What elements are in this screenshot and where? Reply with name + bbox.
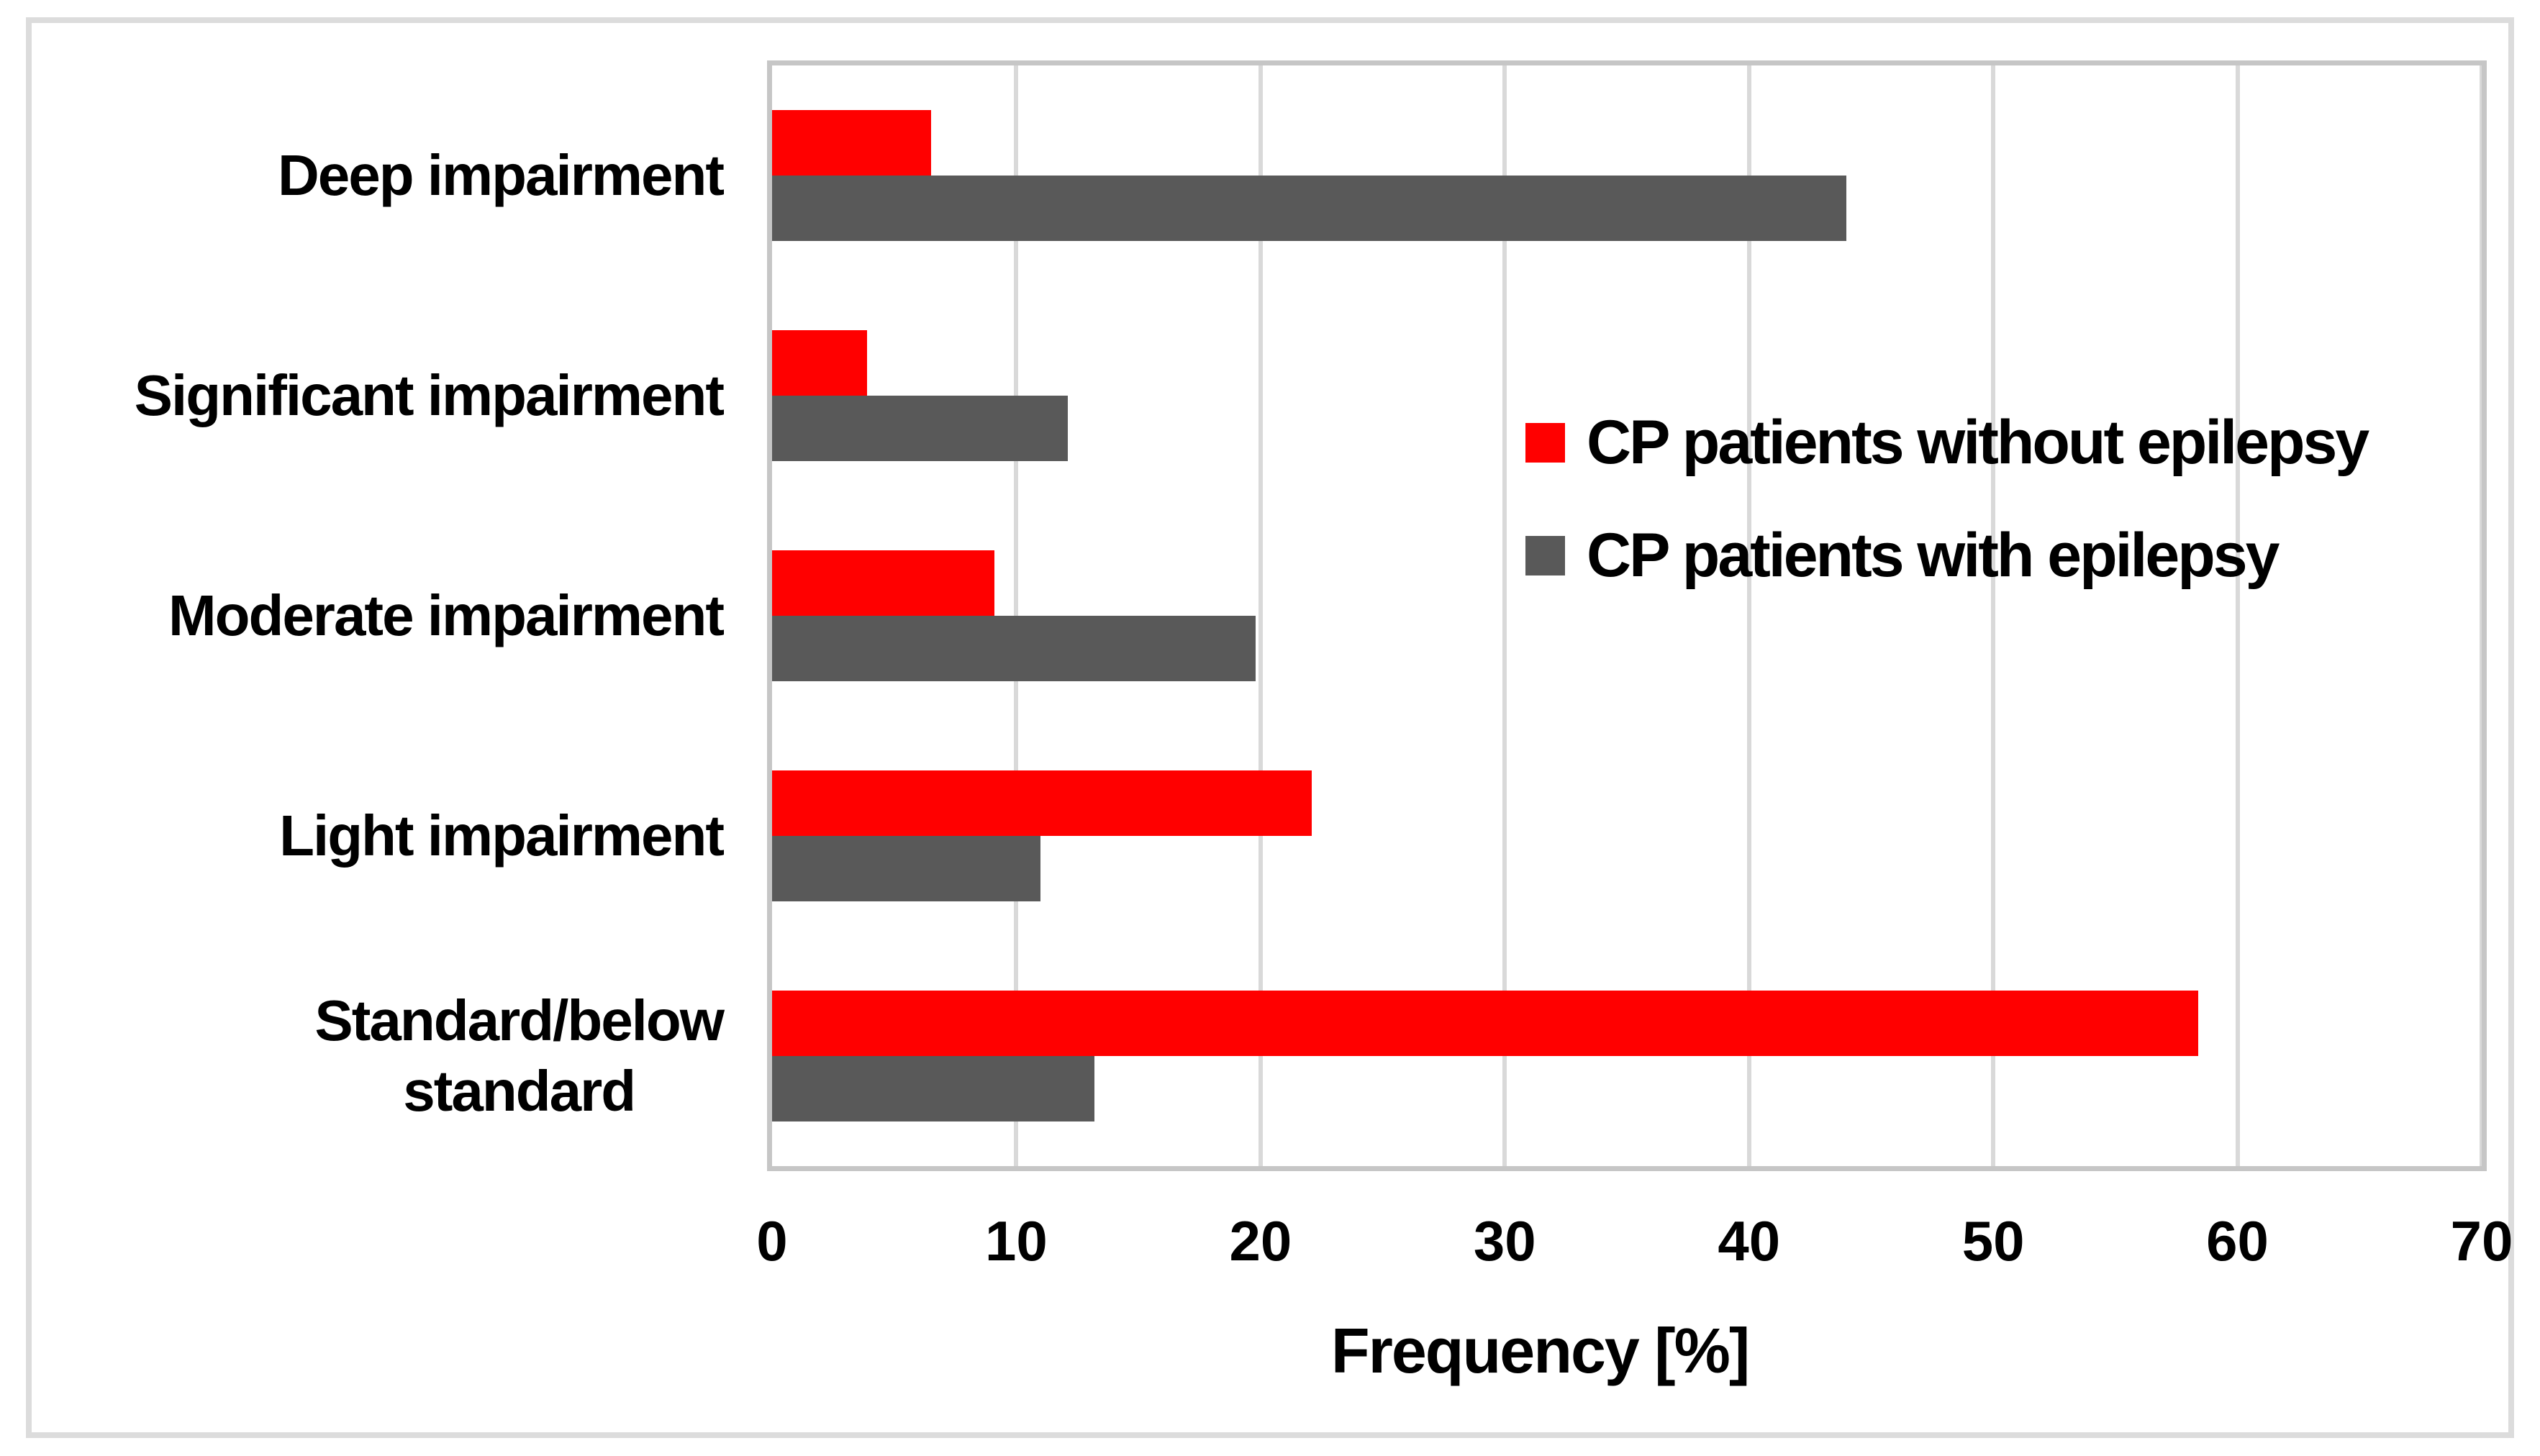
bar-cp-patients-without-epilepsy-moderate-impairment (772, 550, 994, 616)
legend-swatch-cp-patients-with-epilepsy (1525, 535, 1565, 575)
gridline-20 (1258, 65, 1263, 1166)
bar-cp-patients-without-epilepsy-standard-below-standard (772, 991, 2199, 1056)
category-label-deep-impairment: Deep impairment (277, 143, 725, 207)
legend-swatch-cp-patients-without-epilepsy (1525, 422, 1565, 463)
gridline-30 (1502, 65, 1507, 1166)
bar-cp-patients-without-epilepsy-significant-impairment (772, 330, 868, 396)
x-tick-20: 20 (1229, 1209, 1292, 1273)
gridline-50 (1991, 65, 1996, 1166)
bar-cp-patients-with-epilepsy-significant-impairment (772, 396, 1068, 461)
bar-cp-patients-with-epilepsy-deep-impairment (772, 176, 1847, 241)
bar-cp-patients-with-epilepsy-standard-below-standard (772, 1056, 1095, 1121)
x-tick-50: 50 (1961, 1209, 2025, 1273)
category-label-light-impairment: Light impairment (279, 804, 725, 868)
legend-item-cp-patients-without-epilepsy: CP patients without epilepsy (1525, 407, 2369, 477)
plot-area (772, 65, 2484, 1166)
x-tick-70: 70 (2450, 1209, 2513, 1273)
bar-cp-patients-without-epilepsy-deep-impairment (772, 110, 931, 176)
x-tick-30: 30 (1473, 1209, 1536, 1273)
bar-cp-patients-without-epilepsy-light-impairment (772, 770, 1312, 836)
category-label-standard-below-standard: Standard/below standard (314, 988, 725, 1123)
x-axis-title: Frequency [%] (1330, 1315, 1750, 1386)
legend-item-cp-patients-with-epilepsy: CP patients with epilepsy (1525, 520, 2280, 590)
bar-cp-patients-with-epilepsy-light-impairment (772, 836, 1041, 901)
legend-label-cp-patients-without-epilepsy: CP patients without epilepsy (1587, 407, 2369, 477)
bar-cp-patients-with-epilepsy-moderate-impairment (772, 616, 1256, 681)
gridline-40 (1746, 65, 1751, 1166)
x-tick-10: 10 (985, 1209, 1048, 1273)
gridline-70 (2480, 65, 2484, 1166)
legend-label-cp-patients-with-epilepsy: CP patients with epilepsy (1587, 520, 2280, 590)
x-tick-40: 40 (1718, 1209, 1781, 1273)
figure-frame (26, 17, 2514, 1438)
category-label-significant-impairment: Significant impairment (134, 363, 725, 427)
category-label-moderate-impairment: Moderate impairment (168, 583, 725, 647)
gridline-60 (2235, 65, 2240, 1166)
x-tick-60: 60 (2206, 1209, 2269, 1273)
x-tick-0: 0 (756, 1209, 788, 1273)
